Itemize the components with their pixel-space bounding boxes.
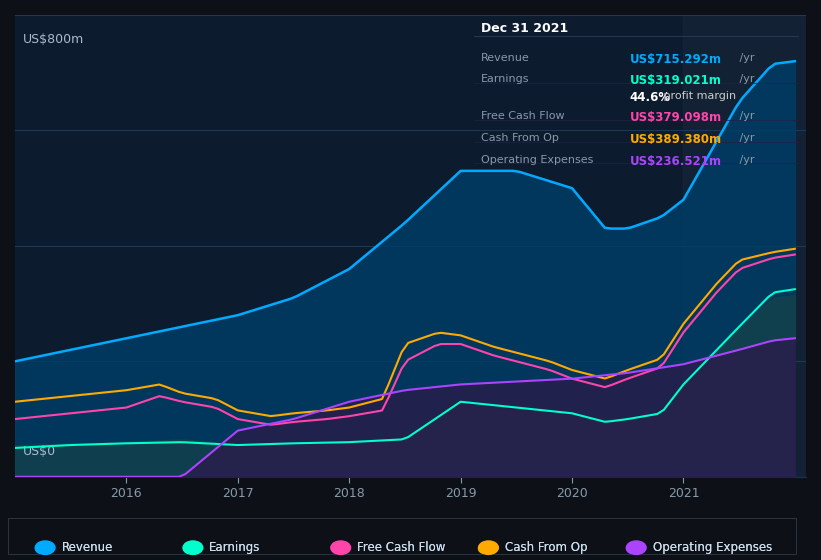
Text: Operating Expenses: Operating Expenses — [653, 541, 772, 554]
Text: Cash From Op: Cash From Op — [505, 541, 587, 554]
Text: Revenue: Revenue — [62, 541, 113, 554]
Text: /yr: /yr — [736, 155, 754, 165]
Text: Free Cash Flow: Free Cash Flow — [357, 541, 446, 554]
Text: Revenue: Revenue — [481, 53, 530, 63]
Text: profit margin: profit margin — [660, 91, 736, 101]
Text: /yr: /yr — [736, 133, 754, 143]
Text: US$0: US$0 — [23, 445, 56, 458]
Text: ●: ● — [625, 541, 636, 554]
Text: Free Cash Flow: Free Cash Flow — [481, 111, 565, 122]
Text: 44.6%: 44.6% — [630, 91, 671, 104]
Bar — [683, 15, 806, 477]
Text: /yr: /yr — [736, 74, 754, 85]
Text: ●: ● — [329, 541, 341, 554]
Text: US$379.098m: US$379.098m — [630, 111, 722, 124]
Text: Operating Expenses: Operating Expenses — [653, 541, 772, 554]
Text: Earnings: Earnings — [481, 74, 530, 85]
Text: /yr: /yr — [736, 53, 754, 63]
Text: US$319.021m: US$319.021m — [630, 74, 722, 87]
Text: ●: ● — [477, 541, 488, 554]
Text: /yr: /yr — [736, 111, 754, 122]
Text: US$800m: US$800m — [23, 34, 85, 46]
Text: Dec 31 2021: Dec 31 2021 — [481, 22, 568, 35]
Text: US$715.292m: US$715.292m — [630, 53, 722, 66]
Text: Operating Expenses: Operating Expenses — [481, 155, 594, 165]
Text: Cash From Op: Cash From Op — [505, 541, 587, 554]
Text: Free Cash Flow: Free Cash Flow — [357, 541, 446, 554]
Text: US$389.380m: US$389.380m — [630, 133, 722, 146]
Text: Earnings: Earnings — [209, 541, 261, 554]
Text: Revenue: Revenue — [62, 541, 113, 554]
Text: ●: ● — [181, 541, 193, 554]
Text: Earnings: Earnings — [209, 541, 261, 554]
Text: ●: ● — [34, 541, 45, 554]
Text: Cash From Op: Cash From Op — [481, 133, 559, 143]
Text: US$236.521m: US$236.521m — [630, 155, 722, 168]
